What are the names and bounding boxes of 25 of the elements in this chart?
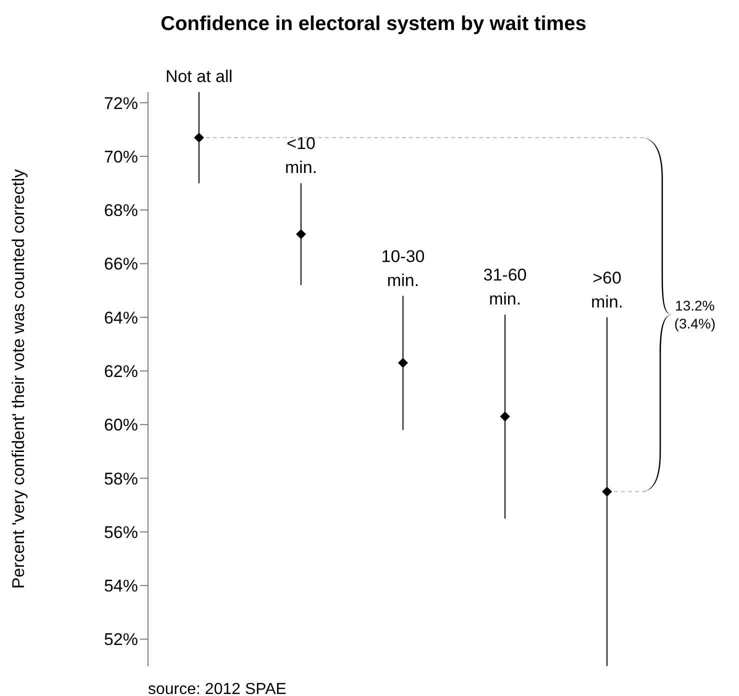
y-tick-label: 72% [104,94,138,113]
text: 13.2% (3.4%) [674,298,716,332]
x-tick-label: >60 min. [590,268,624,312]
y-tick-label: 64% [104,308,138,328]
point [500,412,510,422]
y-tick-label: 68% [104,201,138,220]
y-axis-title: Percent 'very confident' their vote was counted correctly [9,168,28,589]
chart-title: Confidence in electoral system by wait times [160,13,586,35]
point [602,486,612,497]
point [296,229,306,240]
x-tick-label: 31-60 min. [483,266,527,309]
source-note: source: 2012 SPAE [148,681,286,696]
y-tick-label: 62% [104,362,138,381]
y-tick-label: 56% [104,522,138,542]
y-tick-label: 54% [104,576,138,596]
x-tick-label: <10 min. [284,134,318,178]
y-tick-label: 60% [104,416,138,435]
point [194,132,204,143]
point [398,358,408,368]
x-tick-label: Not at all [165,67,233,86]
x-tick-label: 10-30 min. [381,246,425,290]
y-tick-label: 58% [104,469,138,488]
y-tick-label: 52% [104,630,138,650]
y-tick-label: 66% [104,254,138,274]
y-tick-label: 70% [104,147,138,166]
